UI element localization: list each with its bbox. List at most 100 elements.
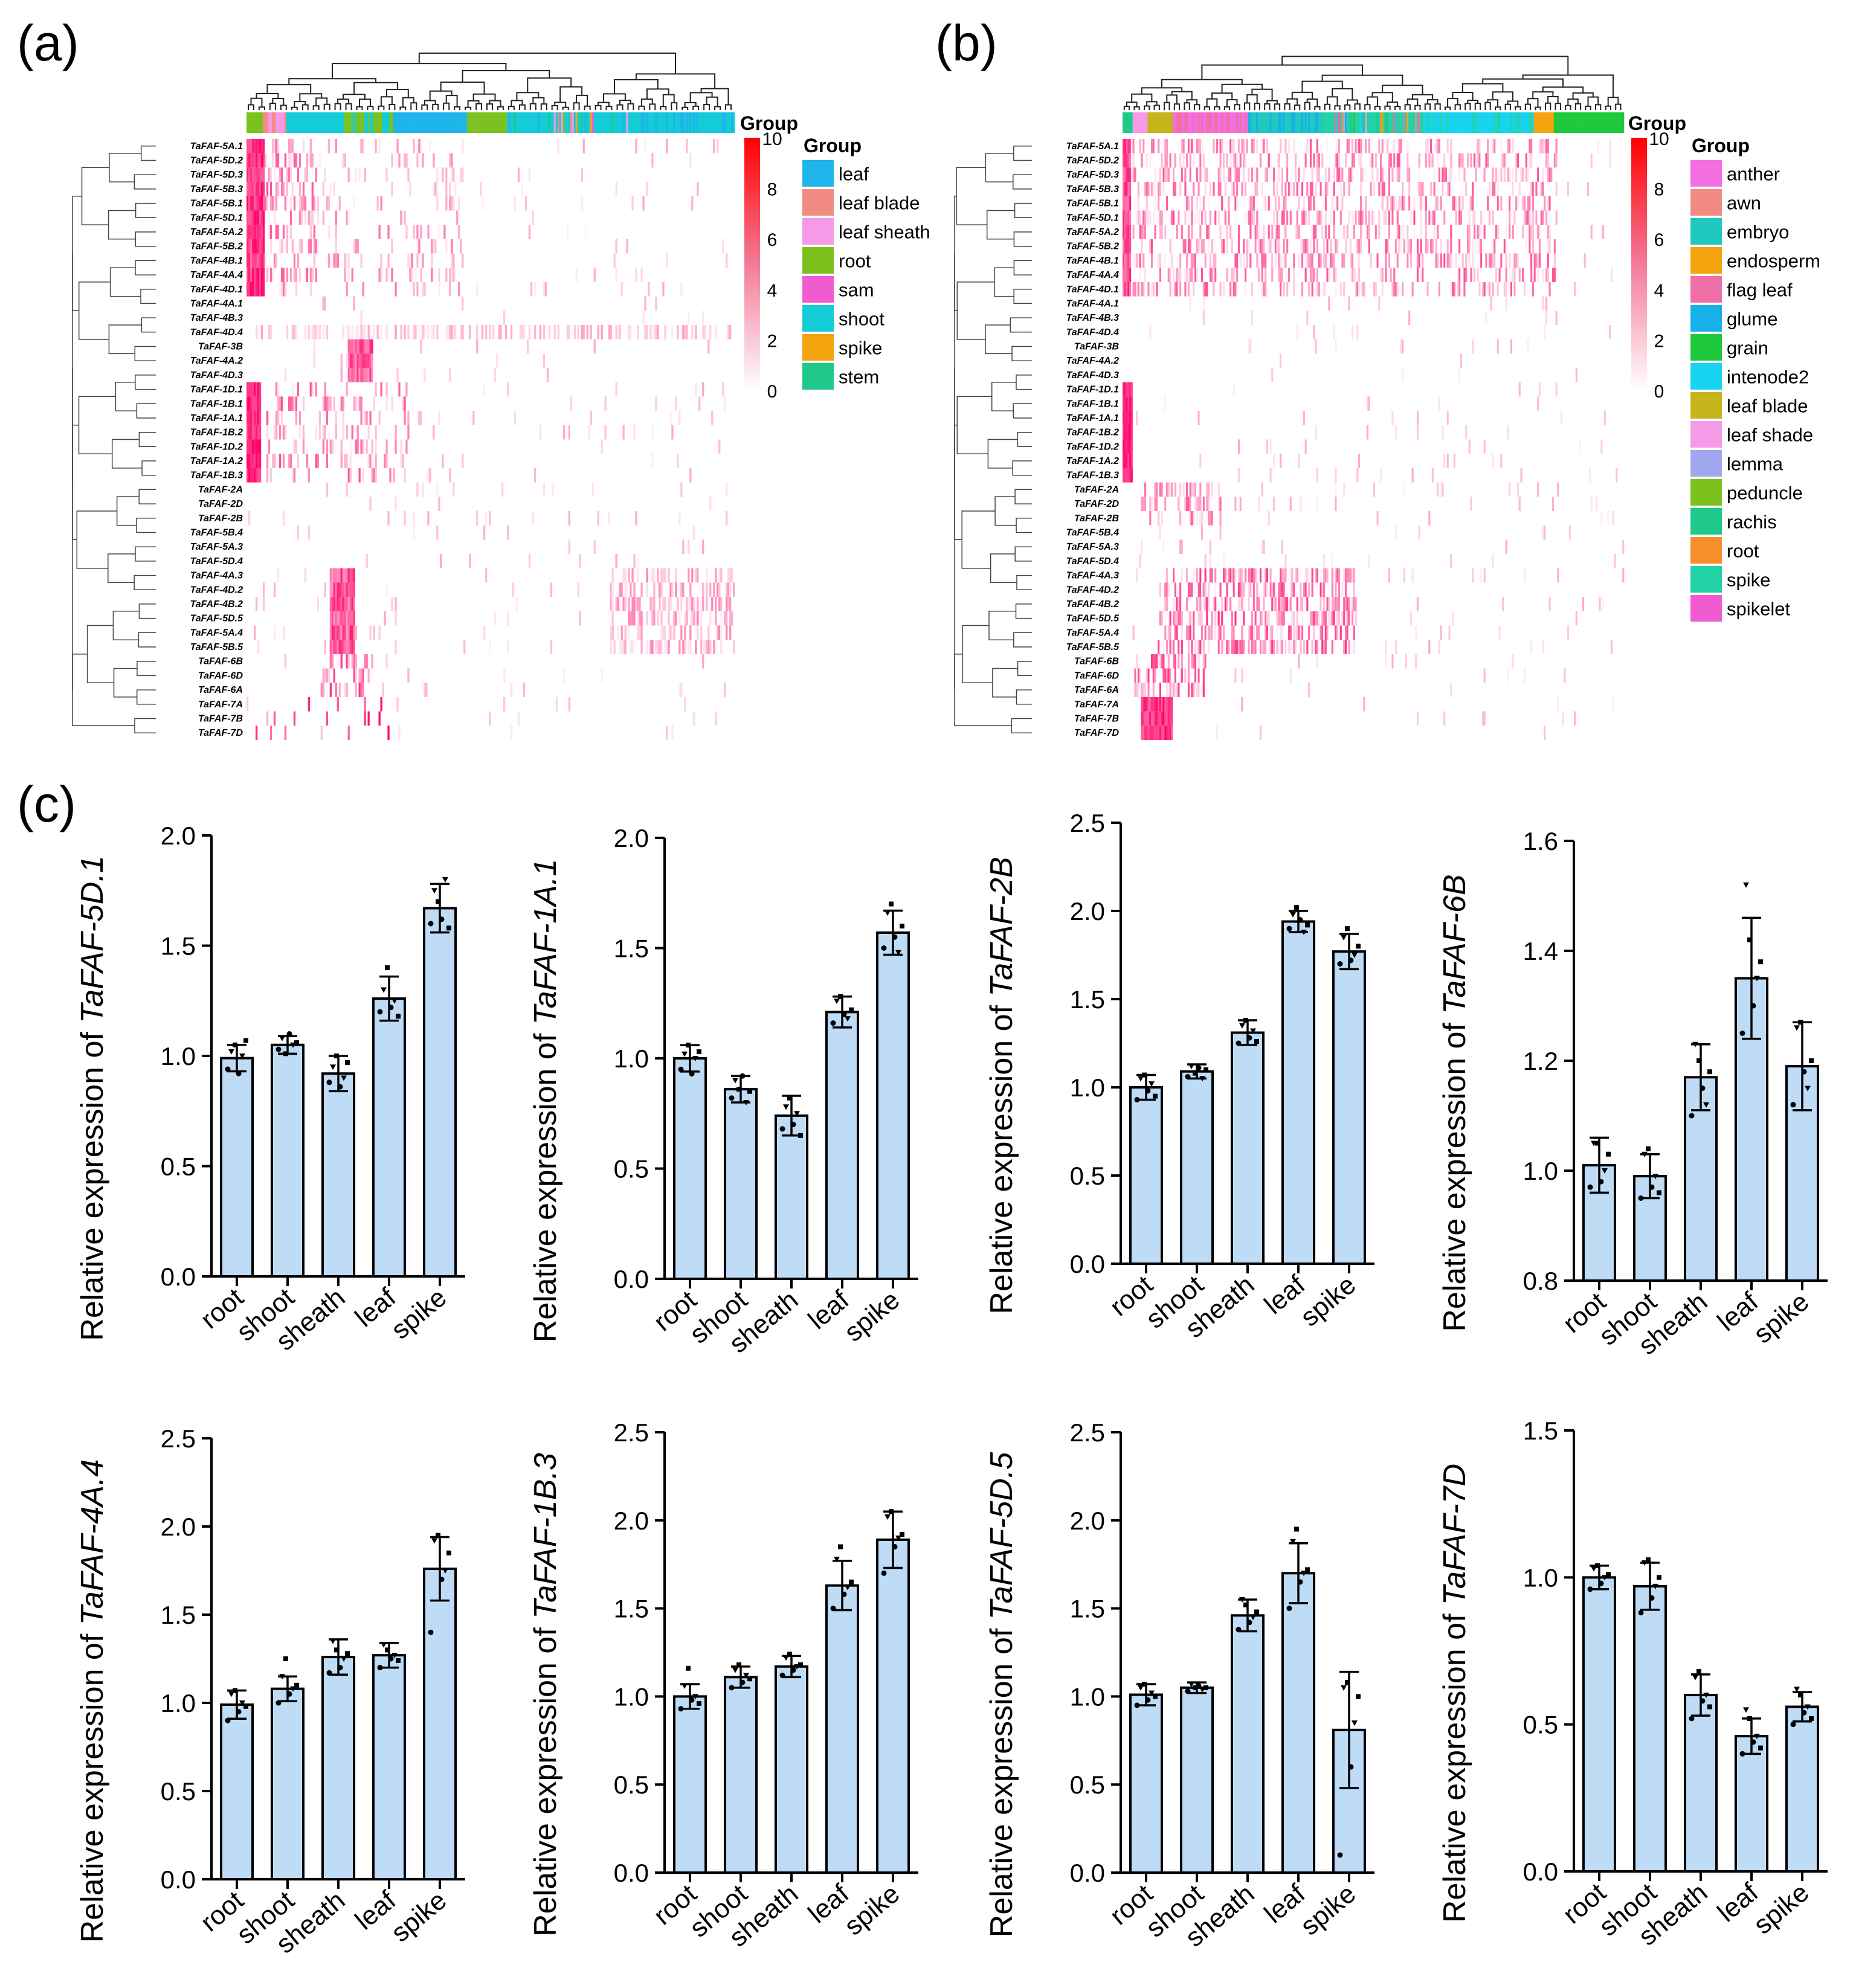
heatmap-cell bbox=[1433, 167, 1436, 182]
heatmap-cell bbox=[1547, 196, 1549, 211]
group-bar-segment bbox=[1411, 112, 1414, 133]
heatmap-cell bbox=[268, 325, 271, 339]
data-point bbox=[1696, 1058, 1701, 1063]
heatmap-cell bbox=[1278, 268, 1280, 282]
group-bar-segment bbox=[480, 112, 482, 133]
heatmap-cell bbox=[1460, 353, 1462, 368]
heatmap-cell bbox=[1398, 139, 1400, 153]
y-axis-label-gene: TaFAF-1A.1 bbox=[528, 859, 563, 1025]
heatmap-cell bbox=[1191, 210, 1193, 225]
heatmap-cell bbox=[1239, 611, 1242, 626]
data-point bbox=[239, 1054, 245, 1059]
heatmap-cell bbox=[259, 468, 262, 483]
heatmap-cell bbox=[1284, 640, 1287, 654]
heatmap-cell bbox=[702, 640, 704, 654]
heatmap-cell bbox=[1373, 482, 1376, 497]
group-bar-segment bbox=[1186, 112, 1188, 133]
scale-tick-label: 2 bbox=[767, 331, 778, 351]
group-bar-segment bbox=[1438, 112, 1440, 133]
heatmap-cell bbox=[1408, 196, 1411, 211]
heatmap-cell bbox=[1129, 454, 1132, 468]
heatmap-cell bbox=[1228, 640, 1230, 654]
heatmap-cell bbox=[1165, 482, 1168, 497]
heatmap-cell bbox=[1147, 725, 1150, 740]
heatmap-cell bbox=[1213, 281, 1215, 297]
data-point bbox=[892, 1544, 898, 1550]
heatmap-cell bbox=[1189, 139, 1191, 153]
heatmap-cell bbox=[1256, 597, 1258, 611]
data-point bbox=[881, 1570, 887, 1576]
heatmap-cell bbox=[248, 196, 251, 211]
heatmap-cell bbox=[257, 468, 260, 483]
group-bar-segment bbox=[639, 112, 641, 133]
group-bar-segment bbox=[1413, 112, 1416, 133]
heatmap-cell bbox=[1416, 253, 1419, 268]
column-dendrogram-branch bbox=[1445, 106, 1451, 110]
row-dendrogram-branch bbox=[134, 346, 156, 361]
heatmap-cell bbox=[717, 625, 719, 640]
heatmap-cell bbox=[1450, 239, 1452, 254]
data-point bbox=[692, 1056, 698, 1061]
heatmap-cell bbox=[1126, 225, 1128, 239]
heatmap-cell bbox=[1158, 139, 1160, 153]
heatmap-cell bbox=[1234, 153, 1237, 168]
heatmap-cell bbox=[1217, 497, 1220, 511]
heatmap-cell bbox=[1330, 239, 1332, 254]
heatmap-cell bbox=[1602, 597, 1605, 611]
heatmap-cell bbox=[1335, 281, 1337, 297]
heatmap-cell bbox=[248, 210, 251, 225]
row-dendrogram-branch bbox=[994, 267, 1014, 297]
heatmap-cell bbox=[1243, 139, 1245, 153]
heatmap-cell bbox=[1358, 239, 1361, 254]
group-bar-segment bbox=[673, 112, 675, 133]
heatmap-cell bbox=[1226, 582, 1228, 597]
column-dendrogram-branch bbox=[1595, 104, 1602, 110]
heatmap-cell bbox=[1276, 182, 1278, 196]
heatmap-cell bbox=[1231, 568, 1233, 583]
data-point bbox=[1297, 1579, 1303, 1585]
heatmap-cell bbox=[1261, 539, 1263, 554]
heatmap-cell bbox=[1141, 225, 1143, 239]
group-bar-segment bbox=[1308, 112, 1310, 133]
heatmap-cell bbox=[1316, 139, 1318, 153]
heatmap-cell bbox=[347, 253, 350, 268]
heatmap-cell bbox=[1468, 253, 1471, 268]
heatmap-cell bbox=[1229, 167, 1232, 182]
heatmap-cell bbox=[1350, 253, 1352, 268]
heatmap-cell bbox=[413, 511, 415, 526]
heatmap-cell bbox=[1391, 654, 1394, 669]
heatmap-cell bbox=[1448, 625, 1451, 640]
group-bar-segment bbox=[675, 112, 677, 133]
heatmap-cell bbox=[349, 439, 352, 454]
group-bar-segment bbox=[333, 112, 335, 133]
heatmap-cell bbox=[1194, 482, 1197, 497]
column-dendrogram-branch bbox=[312, 105, 320, 110]
heatmap-cell bbox=[1142, 696, 1145, 712]
heatmap-cell bbox=[1221, 196, 1223, 211]
heatmap-cell bbox=[686, 611, 688, 626]
group-bar-segment bbox=[1289, 112, 1292, 133]
heatmap-cell bbox=[1584, 253, 1586, 268]
heatmap-cell bbox=[1306, 139, 1309, 153]
heatmap-cell bbox=[342, 153, 344, 168]
heatmap-cell bbox=[706, 640, 708, 654]
bar bbox=[1785, 1705, 1820, 1873]
group-bar-segment bbox=[1304, 112, 1307, 133]
heatmap-cell bbox=[1266, 568, 1268, 583]
group-bar-segment bbox=[1223, 112, 1225, 133]
y-axis-label-gene: TaFAF-2B bbox=[984, 857, 1019, 996]
heatmap-cell bbox=[282, 625, 285, 640]
heatmap-cell bbox=[1201, 582, 1204, 597]
column-dendrogram-branch bbox=[573, 102, 580, 110]
data-point bbox=[1149, 1690, 1155, 1696]
row-dendrogram-branch bbox=[109, 267, 141, 297]
heatmap-cell bbox=[1278, 597, 1280, 611]
heatmap-cell bbox=[346, 482, 348, 497]
heatmap-cell bbox=[1174, 597, 1176, 611]
heatmap-cell bbox=[1428, 511, 1431, 526]
heatmap-cell bbox=[1610, 268, 1613, 282]
group-bar-segment bbox=[1348, 112, 1350, 133]
heatmap-cell bbox=[1356, 281, 1359, 297]
heatmap-cell bbox=[1422, 268, 1424, 282]
heatmap-cell bbox=[653, 611, 656, 626]
